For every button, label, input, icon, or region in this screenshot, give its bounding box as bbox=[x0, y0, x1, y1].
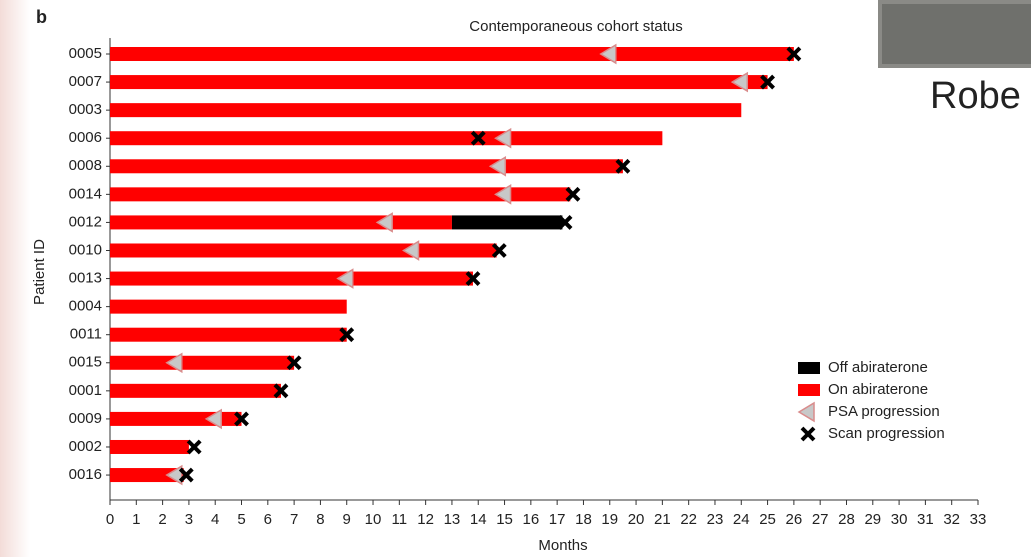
x-tick-label: 0 bbox=[106, 511, 114, 528]
x-tick-label: 29 bbox=[864, 511, 881, 528]
page: Robe b Contemporaneous cohort status Mon… bbox=[0, 0, 1031, 557]
y-tick-label: 0001 bbox=[69, 382, 102, 399]
x-tick-label: 1 bbox=[132, 511, 140, 528]
y-tick-label: 0006 bbox=[69, 129, 102, 146]
y-tick-label: 0004 bbox=[69, 298, 102, 315]
bar bbox=[110, 47, 794, 61]
scan-marker bbox=[188, 441, 200, 453]
x-tick-label: 18 bbox=[575, 511, 592, 528]
x-tick-label: 7 bbox=[290, 511, 298, 528]
y-tick-label: 0009 bbox=[69, 410, 102, 427]
x-tick-label: 4 bbox=[211, 511, 219, 528]
y-tick-label: 0011 bbox=[70, 326, 102, 343]
y-tick-label: 0014 bbox=[69, 185, 102, 202]
y-tick-label: 0003 bbox=[69, 101, 102, 118]
x-tick-label: 9 bbox=[343, 511, 351, 528]
x-tick-label: 20 bbox=[628, 511, 645, 528]
x-tick-label: 31 bbox=[917, 511, 934, 528]
chart-title: Contemporaneous cohort status bbox=[469, 18, 682, 35]
x-tick-label: 23 bbox=[707, 511, 724, 528]
photo-board bbox=[882, 4, 1031, 64]
y-tick-label: 0005 bbox=[69, 45, 102, 62]
x-tick-label: 8 bbox=[316, 511, 324, 528]
x-tick-label: 17 bbox=[549, 511, 566, 528]
x-tick-label: 2 bbox=[158, 511, 166, 528]
x-tick-label: 22 bbox=[680, 511, 697, 528]
bar bbox=[110, 272, 473, 286]
x-tick-label: 26 bbox=[786, 511, 803, 528]
x-axis-label: Months bbox=[538, 537, 587, 554]
bar bbox=[110, 215, 452, 229]
x-tick-label: 28 bbox=[838, 511, 855, 528]
legend-label: Off abiraterone bbox=[828, 359, 928, 376]
y-axis-label: Patient ID bbox=[31, 239, 48, 305]
panel-label: b bbox=[36, 7, 47, 27]
bar bbox=[110, 328, 347, 342]
bar bbox=[452, 215, 562, 229]
x-tick-label: 13 bbox=[444, 511, 461, 528]
x-tick-label: 19 bbox=[601, 511, 618, 528]
legend-swatch bbox=[798, 384, 820, 396]
x-tick-label: 10 bbox=[365, 511, 382, 528]
legend-swatch bbox=[798, 362, 820, 374]
y-tick-label: 0002 bbox=[69, 438, 102, 455]
legend-label: On abiraterone bbox=[828, 381, 928, 398]
x-tick-label: 30 bbox=[891, 511, 908, 528]
bar bbox=[110, 300, 347, 314]
x-tick-label: 12 bbox=[417, 511, 434, 528]
x-tick-label: 32 bbox=[943, 511, 960, 528]
legend-label: Scan progression bbox=[828, 425, 945, 442]
x-tick-label: 25 bbox=[759, 511, 776, 528]
x-tick-label: 3 bbox=[185, 511, 193, 528]
bar bbox=[110, 75, 768, 89]
x-tick-label: 14 bbox=[470, 511, 487, 528]
bar bbox=[110, 103, 741, 117]
x-tick-label: 21 bbox=[654, 511, 671, 528]
scan-marker bbox=[802, 428, 814, 440]
psa-marker bbox=[799, 403, 814, 421]
bar bbox=[110, 384, 281, 398]
x-tick-label: 11 bbox=[392, 511, 408, 528]
chart: Robe b Contemporaneous cohort status Mon… bbox=[0, 0, 1031, 557]
bar bbox=[110, 131, 662, 145]
bar bbox=[110, 440, 189, 454]
photo-caption: Robe bbox=[930, 75, 1021, 117]
background-edge bbox=[0, 0, 30, 557]
legend-label: PSA progression bbox=[828, 403, 940, 420]
bar bbox=[110, 159, 623, 173]
y-tick-label: 0015 bbox=[69, 354, 102, 371]
x-tick-label: 15 bbox=[496, 511, 513, 528]
x-tick-label: 24 bbox=[733, 511, 750, 528]
y-tick-label: 0010 bbox=[69, 241, 102, 258]
x-tick-label: 33 bbox=[970, 511, 987, 528]
y-tick-label: 0013 bbox=[69, 270, 102, 287]
x-tick-label: 5 bbox=[237, 511, 245, 528]
y-tick-label: 0007 bbox=[69, 73, 102, 90]
x-tick-label: 6 bbox=[264, 511, 272, 528]
y-tick-label: 0016 bbox=[69, 466, 102, 483]
bar bbox=[110, 356, 294, 370]
y-tick-label: 0008 bbox=[69, 157, 102, 174]
y-tick-label: 0012 bbox=[69, 213, 102, 230]
x-tick-label: 16 bbox=[523, 511, 540, 528]
x-tick-label: 27 bbox=[812, 511, 829, 528]
bar bbox=[110, 243, 497, 257]
